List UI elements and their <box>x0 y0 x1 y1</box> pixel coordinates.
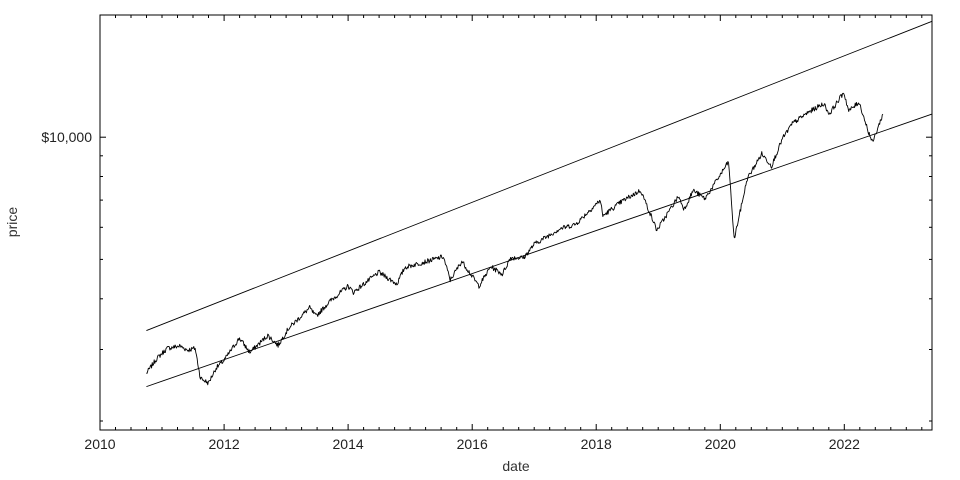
x-tick-label: 2022 <box>829 436 860 452</box>
upper-trend-line <box>146 20 933 331</box>
y-tick-label: $10,000 <box>41 129 92 145</box>
y-minor-ticks <box>100 155 932 422</box>
lower-trend-line <box>146 113 933 388</box>
x-tick-label: 2014 <box>333 436 364 452</box>
x-tick-label: 2010 <box>84 436 115 452</box>
x-tick-label: 2020 <box>705 436 736 452</box>
price-series-line <box>146 92 884 386</box>
x-axis-label: date <box>502 458 529 474</box>
x-ticks: 2010 2012 2014 2016 2018 2020 2022 <box>84 15 923 452</box>
x-tick-label: 2016 <box>457 436 488 452</box>
y-ticks: $10,000 <box>41 129 932 145</box>
series-layer <box>146 20 933 388</box>
x-tick-label: 2018 <box>581 436 612 452</box>
y-axis-label: price <box>4 207 20 238</box>
x-tick-label: 2012 <box>209 436 240 452</box>
plot-frame <box>99 14 933 431</box>
